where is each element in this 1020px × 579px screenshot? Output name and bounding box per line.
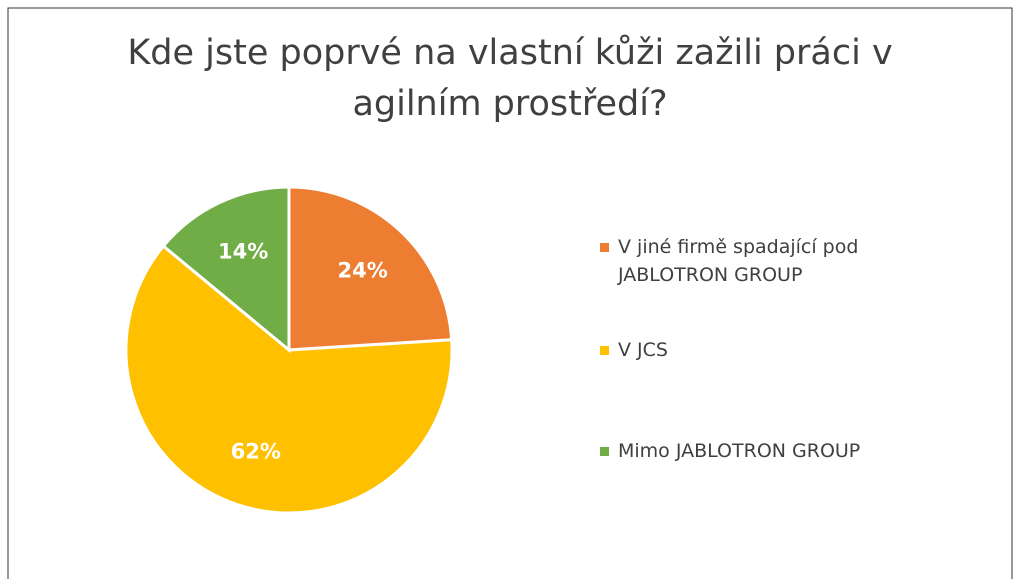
legend-label: Mimo JABLOTRON GROUP xyxy=(618,440,861,462)
data-label: 24% xyxy=(338,259,388,283)
legend-item: V JCS xyxy=(600,336,920,364)
pie-slice xyxy=(161,185,291,354)
legend-item: V jiné firmě spadající pod JABLOTRON GRO… xyxy=(600,233,920,289)
pie-slice xyxy=(287,185,454,352)
legend-swatch xyxy=(600,447,609,456)
pie-slice xyxy=(124,243,454,515)
legend-label: V JCS xyxy=(618,339,668,361)
data-label: 62% xyxy=(231,439,281,463)
legend-swatch xyxy=(600,346,609,355)
data-label: 14% xyxy=(218,240,268,264)
pie: 24% 62% 14% xyxy=(124,185,454,515)
chart-title: Kde jste poprvé na vlastní kůži zažili p… xyxy=(127,33,893,124)
legend-item: Mimo JABLOTRON GROUP xyxy=(600,437,920,465)
frame xyxy=(7,7,1013,579)
legend-label: V jiné firmě spadající pod JABLOTRON GRO… xyxy=(618,236,859,286)
legend-swatch xyxy=(600,243,609,252)
